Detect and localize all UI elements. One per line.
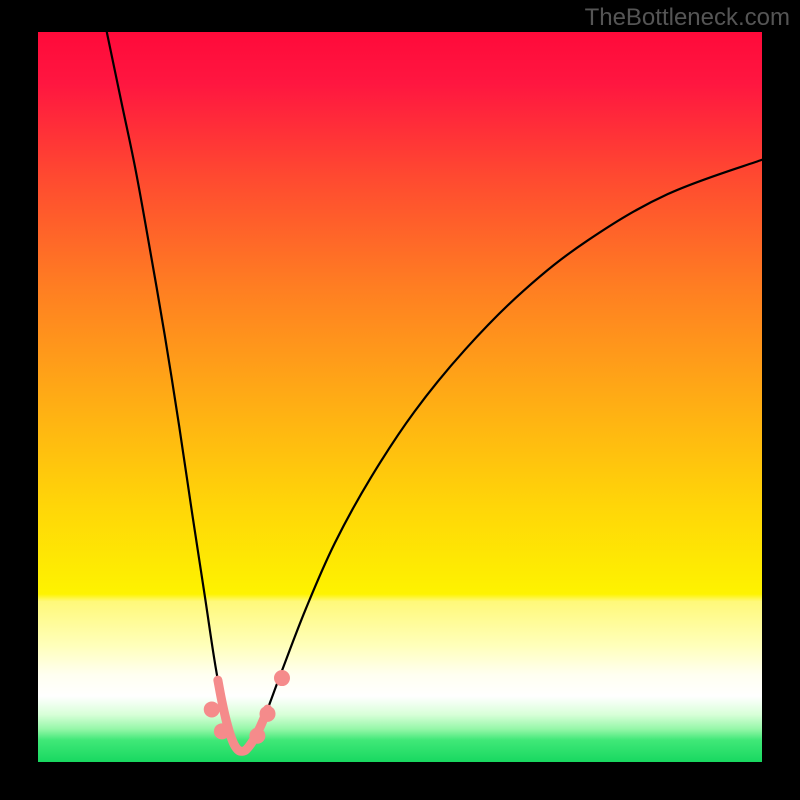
chart-svg — [0, 0, 800, 800]
chart-container: TheBottleneck.com — [0, 0, 800, 800]
highlight-dot — [214, 723, 230, 739]
watermark-text: TheBottleneck.com — [585, 4, 790, 32]
highlight-dot — [249, 728, 265, 744]
highlight-dot — [204, 701, 220, 717]
plot-background — [38, 32, 762, 762]
highlight-dot — [274, 670, 290, 686]
highlight-dot — [260, 706, 276, 722]
